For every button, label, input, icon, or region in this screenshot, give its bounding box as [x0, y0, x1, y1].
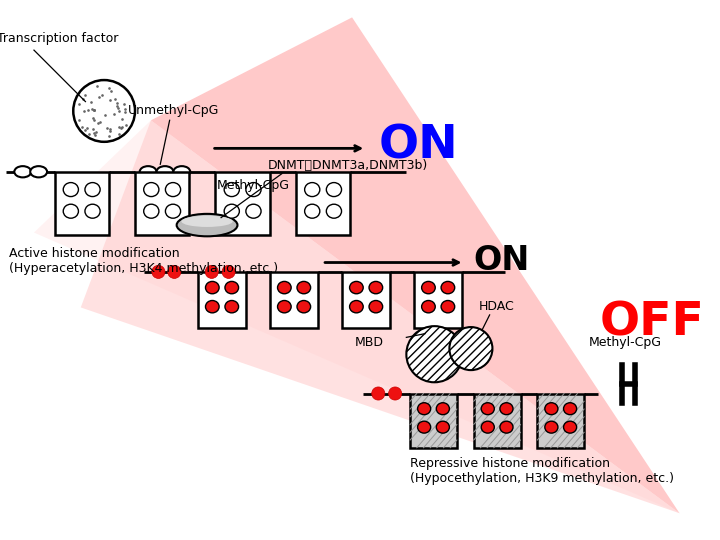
Ellipse shape — [436, 421, 449, 433]
Ellipse shape — [481, 403, 495, 415]
Ellipse shape — [205, 300, 219, 313]
Ellipse shape — [481, 421, 495, 433]
Bar — [410, 394, 457, 448]
Ellipse shape — [326, 204, 341, 218]
Polygon shape — [151, 17, 680, 513]
Text: ON: ON — [378, 124, 458, 169]
Ellipse shape — [500, 403, 513, 415]
Text: Unmethyl-CpG: Unmethyl-CpG — [127, 105, 219, 118]
Ellipse shape — [225, 300, 238, 313]
Circle shape — [73, 80, 135, 142]
Text: Methyl-CpG: Methyl-CpG — [589, 335, 662, 349]
Ellipse shape — [63, 204, 78, 218]
Ellipse shape — [369, 300, 382, 313]
Ellipse shape — [205, 281, 219, 294]
Circle shape — [449, 327, 492, 370]
Ellipse shape — [422, 300, 436, 313]
Ellipse shape — [297, 300, 310, 313]
Ellipse shape — [277, 281, 291, 294]
Ellipse shape — [564, 403, 577, 415]
Ellipse shape — [140, 166, 156, 177]
Ellipse shape — [277, 300, 291, 313]
Text: Active histone modification
(Hyperacetylation, H3K4 methylation, etc.): Active histone modification (Hyperacetyl… — [9, 247, 278, 275]
Ellipse shape — [305, 183, 320, 197]
Circle shape — [222, 265, 235, 279]
Ellipse shape — [297, 281, 310, 294]
Ellipse shape — [156, 166, 174, 177]
Bar — [270, 272, 318, 328]
Ellipse shape — [174, 166, 190, 177]
Ellipse shape — [418, 403, 431, 415]
Ellipse shape — [144, 183, 159, 197]
Bar — [414, 272, 462, 328]
Circle shape — [152, 265, 165, 279]
Ellipse shape — [441, 300, 455, 313]
Bar — [215, 172, 270, 235]
Ellipse shape — [500, 421, 513, 433]
Ellipse shape — [305, 204, 320, 218]
Ellipse shape — [246, 204, 261, 218]
Polygon shape — [34, 120, 680, 513]
Ellipse shape — [418, 421, 431, 433]
Text: Transcription factor: Transcription factor — [0, 32, 118, 45]
Ellipse shape — [224, 204, 239, 218]
Text: DNMT（DNMT3a,DNMT3b): DNMT（DNMT3a,DNMT3b) — [268, 159, 428, 172]
Polygon shape — [81, 120, 680, 513]
Circle shape — [406, 326, 462, 382]
Ellipse shape — [545, 403, 558, 415]
Circle shape — [372, 387, 384, 400]
Text: Repressive histone modification
(Hypocethylation, H3K9 methylation, etc.): Repressive histone modification (Hypocet… — [410, 457, 674, 485]
Ellipse shape — [436, 403, 449, 415]
Text: MBD: MBD — [355, 336, 384, 349]
Ellipse shape — [176, 214, 238, 237]
Circle shape — [205, 265, 218, 279]
Text: Methyl-CpG: Methyl-CpG — [217, 179, 289, 192]
Ellipse shape — [225, 281, 238, 294]
Text: HDAC: HDAC — [478, 300, 514, 313]
Ellipse shape — [246, 183, 261, 197]
Circle shape — [389, 387, 402, 400]
Ellipse shape — [144, 204, 159, 218]
Circle shape — [168, 265, 181, 279]
Ellipse shape — [326, 183, 341, 197]
Ellipse shape — [224, 183, 239, 197]
Ellipse shape — [85, 183, 100, 197]
Text: OFF: OFF — [600, 301, 705, 346]
Ellipse shape — [85, 204, 100, 218]
Ellipse shape — [441, 281, 455, 294]
Bar — [198, 272, 246, 328]
Bar — [342, 272, 390, 328]
Ellipse shape — [545, 421, 558, 433]
Bar — [537, 394, 584, 448]
Ellipse shape — [14, 166, 31, 177]
Ellipse shape — [166, 204, 181, 218]
Ellipse shape — [30, 166, 47, 177]
Ellipse shape — [564, 421, 577, 433]
Ellipse shape — [369, 281, 382, 294]
Bar — [55, 172, 109, 235]
Bar — [296, 172, 350, 235]
Ellipse shape — [350, 300, 363, 313]
Ellipse shape — [350, 281, 363, 294]
Ellipse shape — [181, 216, 233, 227]
Ellipse shape — [422, 281, 436, 294]
Bar — [135, 172, 189, 235]
Text: ON: ON — [474, 244, 530, 277]
Ellipse shape — [166, 183, 181, 197]
Ellipse shape — [63, 183, 78, 197]
Bar — [474, 394, 521, 448]
